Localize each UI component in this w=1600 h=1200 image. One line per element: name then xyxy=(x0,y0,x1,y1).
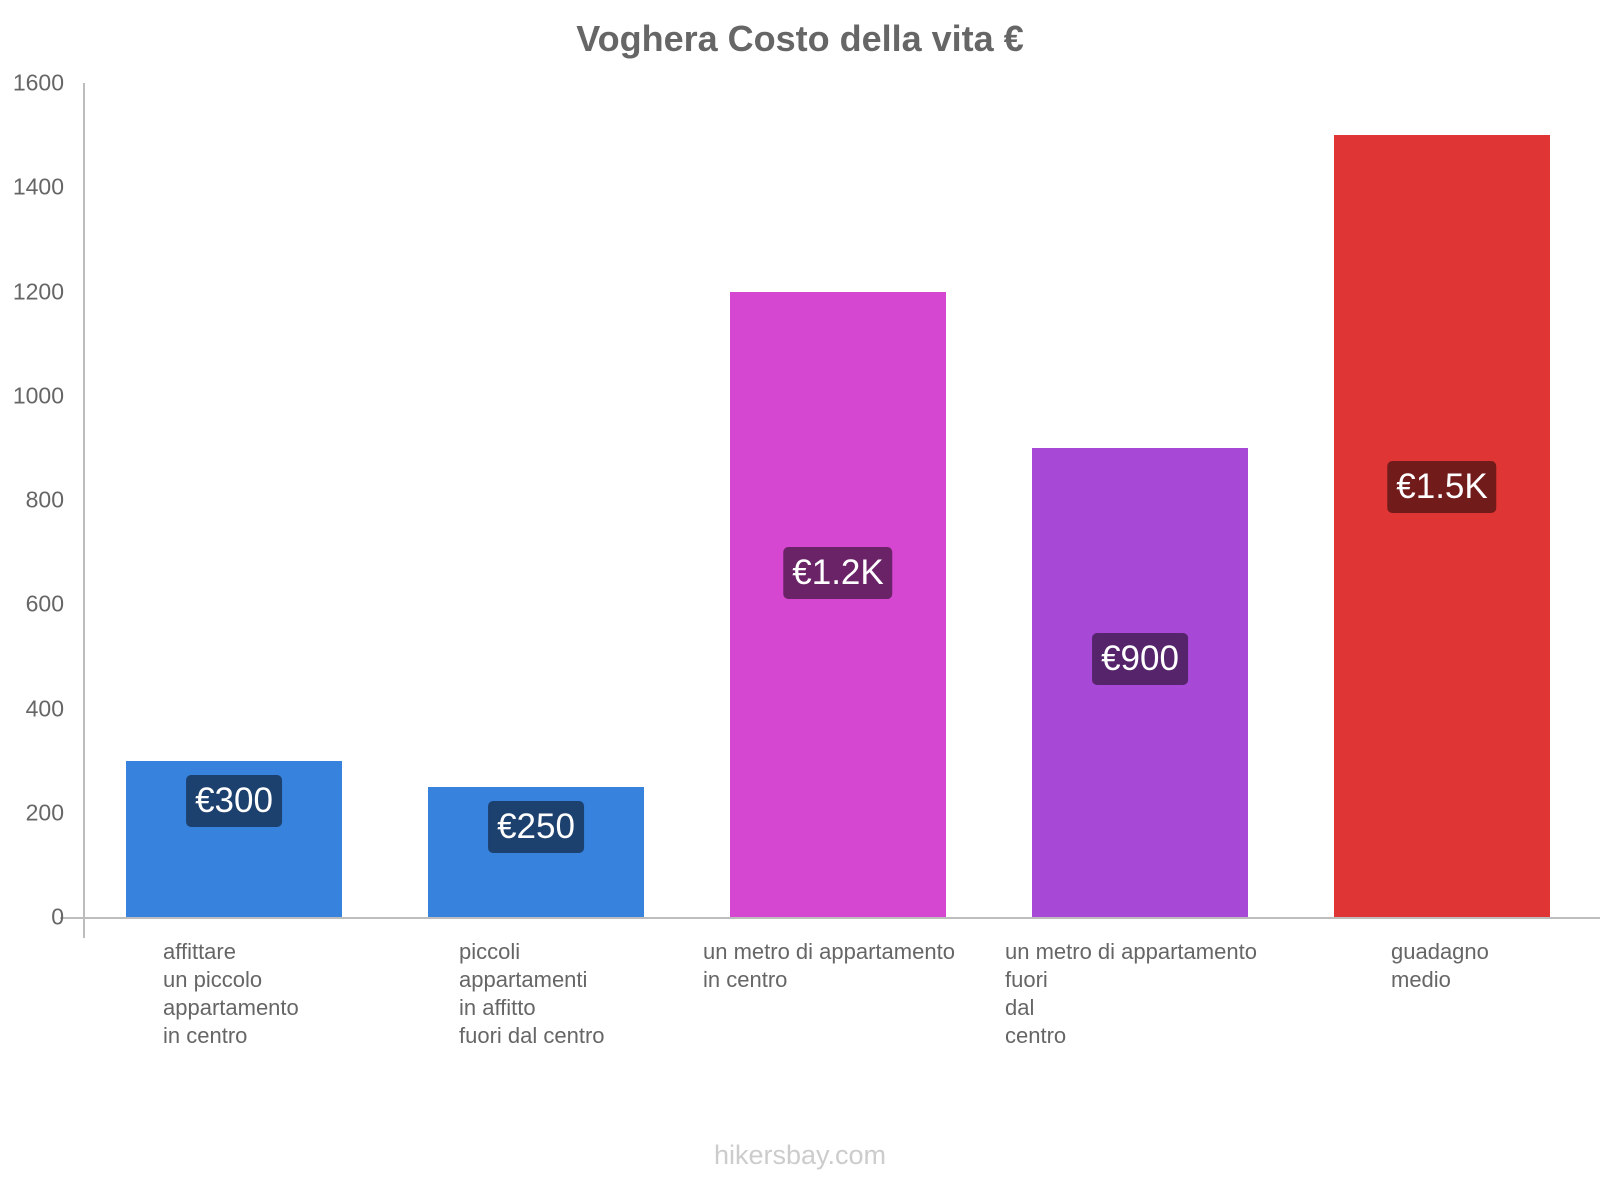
y-axis-line xyxy=(83,83,85,938)
y-tick-label: 200 xyxy=(25,799,64,826)
y-tick-label: 0 xyxy=(51,903,64,930)
x-category-label: affittare un piccolo appartamento in cen… xyxy=(163,939,299,1048)
bar[interactable] xyxy=(1334,135,1550,917)
bar-value-label: €1.5K xyxy=(1387,460,1497,513)
x-category-label: guadagno medio xyxy=(1391,939,1489,992)
watermark: hikersbay.com xyxy=(713,1140,887,1170)
bar-value-label: €900 xyxy=(1092,632,1188,685)
y-tick-label: 1600 xyxy=(12,69,64,96)
y-tick-label: 800 xyxy=(25,486,64,513)
bar-value-label: €250 xyxy=(488,800,584,853)
y-tick-label: 1000 xyxy=(12,382,64,409)
bar[interactable] xyxy=(730,291,946,917)
y-axis-tick xyxy=(83,917,85,935)
bar-value-label: €1.2K xyxy=(783,546,893,599)
x-category-label: un metro di appartamento in centro xyxy=(703,939,955,992)
x-category-label: piccoli appartamenti in affitto fuori da… xyxy=(459,939,605,1048)
y-tick-label: 1200 xyxy=(12,278,64,304)
y-tick-label: 600 xyxy=(25,590,64,617)
bar-value-label: €300 xyxy=(186,774,282,827)
y-tick-label: 1400 xyxy=(12,173,64,200)
x-category-label: un metro di appartamento fuori dal centr… xyxy=(1005,939,1257,1048)
chart-title: Voghera Costo della vita € xyxy=(576,18,1024,59)
y-tick-label: 400 xyxy=(25,695,64,721)
x-axis-line xyxy=(60,917,1600,919)
